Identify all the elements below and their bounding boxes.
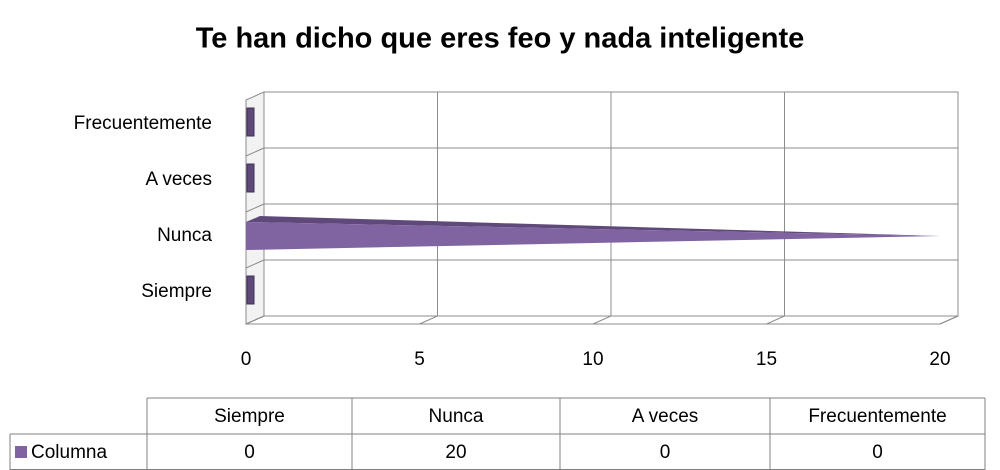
grid-line <box>592 315 612 325</box>
table-value: 0 <box>872 442 883 463</box>
y-tick-label: Frecuentemente <box>74 113 212 134</box>
legend-key <box>15 446 27 458</box>
grid-line <box>245 259 265 269</box>
legend-label: Columna <box>31 442 107 463</box>
x-tick-label: 10 <box>582 349 603 370</box>
grid-line <box>419 315 438 325</box>
grid-line <box>766 315 785 325</box>
x-tick-label: 15 <box>756 349 777 370</box>
table-value: 20 <box>445 442 466 463</box>
grid-line <box>245 203 265 213</box>
chart-title: Te han dicho que eres feo y nada intelig… <box>196 23 805 55</box>
x-tick-label: 5 <box>414 349 425 370</box>
bar <box>246 216 940 250</box>
y-tick-label: A veces <box>145 169 212 190</box>
table-value: 0 <box>244 442 255 463</box>
table-header: Nunca <box>429 406 484 427</box>
x-tick-label: 0 <box>241 349 252 370</box>
table-value: 0 <box>660 442 671 463</box>
y-tick-label: Siempre <box>141 281 212 302</box>
grid-line <box>939 315 959 325</box>
bar <box>246 163 255 193</box>
y-tick-label: Nunca <box>157 225 212 246</box>
table-header: A veces <box>632 406 699 427</box>
bar <box>246 107 255 137</box>
table-header: Frecuentemente <box>808 406 946 427</box>
bar <box>246 275 255 305</box>
table-header: Siempre <box>214 406 285 427</box>
grid-line <box>245 315 265 325</box>
x-tick-label: 20 <box>929 349 950 370</box>
grid-line <box>245 147 265 157</box>
